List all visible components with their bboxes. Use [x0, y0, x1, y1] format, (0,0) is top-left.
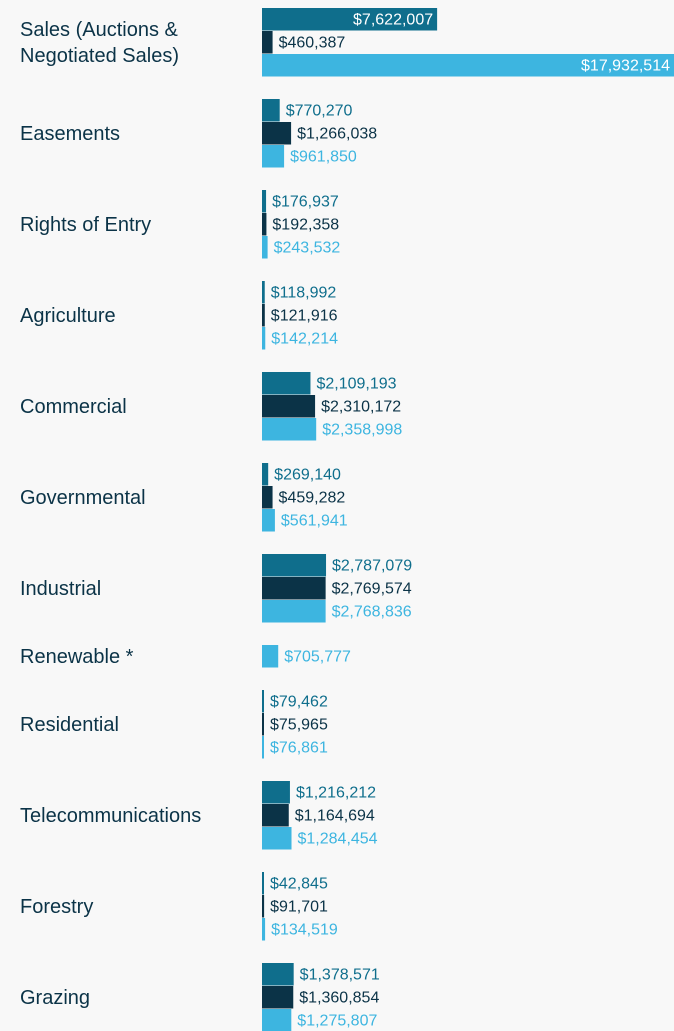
bar [262, 122, 292, 145]
bar [262, 895, 265, 918]
category-label: Industrial [20, 577, 102, 600]
bar [262, 145, 285, 168]
bar [262, 963, 294, 986]
category-label: Renewable * [20, 645, 134, 668]
bar [262, 463, 269, 486]
category-label: Grazing [20, 986, 91, 1009]
value-label: $134,519 [271, 922, 338, 939]
value-label: $1,360,854 [299, 990, 379, 1007]
value-label: $2,769,574 [332, 581, 412, 598]
value-label: $1,164,694 [295, 808, 375, 825]
value-label: $1,275,807 [297, 1013, 377, 1030]
value-label: $17,932,514 [581, 58, 670, 75]
category-label: Easements [20, 122, 121, 145]
bar [262, 31, 273, 54]
value-label: $459,282 [279, 490, 346, 507]
bar [262, 213, 267, 236]
value-label: $2,109,193 [316, 376, 396, 393]
value-label: $269,140 [274, 467, 341, 484]
category-label: Forestry [20, 895, 94, 918]
bar [262, 736, 264, 759]
value-label: $1,378,571 [300, 967, 380, 984]
bar [262, 804, 289, 827]
value-label: $75,965 [270, 717, 328, 734]
value-label: $770,270 [286, 103, 353, 120]
bar [262, 690, 264, 713]
bar [262, 509, 275, 532]
value-label: $2,358,998 [322, 422, 402, 439]
bar [262, 781, 290, 804]
value-label: $7,622,007 [353, 12, 433, 29]
value-label: $1,216,212 [296, 785, 376, 802]
value-label: $79,462 [270, 694, 328, 711]
category-label: Sales (Auctions & Negotiated Sales) [20, 18, 179, 67]
bar [262, 486, 273, 509]
bar [262, 8, 438, 31]
bar [262, 713, 264, 736]
bar [262, 372, 311, 395]
bar [262, 918, 266, 941]
value-label: $561,941 [281, 513, 348, 530]
bar [262, 554, 327, 577]
value-label: $961,850 [290, 149, 357, 166]
value-label: $142,214 [271, 331, 338, 348]
value-label: $1,266,038 [297, 126, 377, 143]
value-label: $243,532 [274, 240, 341, 257]
category-label: Telecommunications [20, 804, 202, 827]
bar [262, 577, 326, 600]
value-label: $2,787,079 [332, 558, 412, 575]
category-label: Residential [20, 713, 119, 736]
value-label: $192,358 [272, 217, 339, 234]
bar [262, 645, 279, 668]
value-label: $2,768,836 [332, 604, 412, 621]
bar [262, 236, 268, 259]
bar [262, 418, 317, 441]
value-label: $705,777 [284, 649, 351, 666]
value-label: $460,387 [279, 35, 346, 52]
value-label: $42,845 [270, 876, 328, 893]
value-label: $76,861 [270, 740, 328, 757]
value-label: $1,284,454 [298, 831, 378, 848]
bar [262, 1009, 292, 1031]
bar [262, 54, 674, 77]
category-label: Rights of Entry [20, 213, 152, 236]
bar [262, 872, 264, 895]
bar [262, 395, 316, 418]
bar [262, 327, 266, 350]
category-label: Commercial [20, 395, 127, 418]
bar [262, 281, 265, 304]
bar [262, 190, 267, 213]
value-label: $2,310,172 [321, 399, 401, 416]
value-label: $176,937 [272, 194, 339, 211]
bar [262, 600, 326, 623]
bar [262, 304, 265, 327]
bar [262, 99, 280, 122]
bar [262, 986, 294, 1009]
bar [262, 827, 292, 850]
value-label: $121,916 [271, 308, 338, 325]
value-label: $91,701 [270, 899, 328, 916]
category-label: Agriculture [20, 304, 116, 327]
value-label: $118,992 [271, 285, 337, 302]
category-label: Governmental [20, 486, 146, 509]
